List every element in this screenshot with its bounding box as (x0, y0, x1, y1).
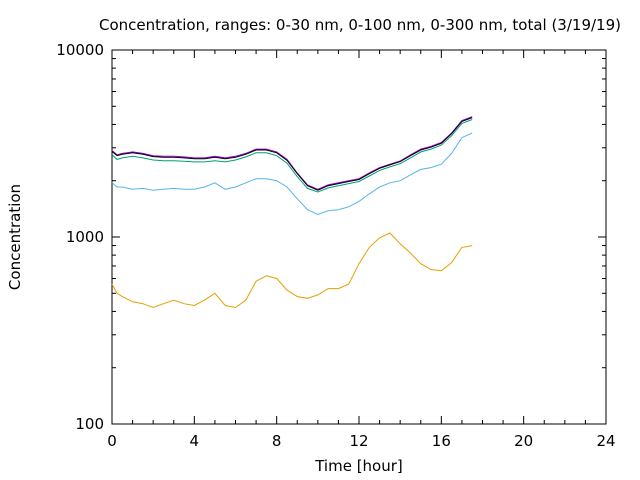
series-line-5 (111, 232, 473, 309)
x-tick-label: 24 (596, 432, 615, 450)
series-line-3 (111, 119, 473, 193)
x-tick-label: 8 (272, 432, 282, 450)
x-tick-label: 4 (190, 432, 200, 450)
y-tick-label: 1000 (66, 228, 104, 246)
series-line-2 (111, 117, 473, 191)
x-axis-label: Time [hour] (314, 457, 403, 475)
y-tick-label: 10000 (56, 41, 104, 59)
series-layer (111, 116, 473, 309)
series-line-1 (111, 116, 473, 190)
series-line-4 (111, 132, 473, 216)
y-axis-label: Concentration (6, 184, 24, 290)
y-axis: 100 1000 10000 (56, 41, 606, 433)
x-tick-label: 16 (432, 432, 451, 450)
chart-title: Concentration, ranges: 0-30 nm, 0-100 nm… (99, 16, 621, 34)
y-tick-label: 100 (75, 415, 104, 433)
x-tick-label: 20 (514, 432, 533, 450)
x-axis: 0 4 8 12 16 20 24 (107, 50, 616, 450)
x-tick-label: 12 (349, 432, 368, 450)
x-tick-label: 0 (107, 432, 117, 450)
plot-frame (111, 49, 607, 425)
